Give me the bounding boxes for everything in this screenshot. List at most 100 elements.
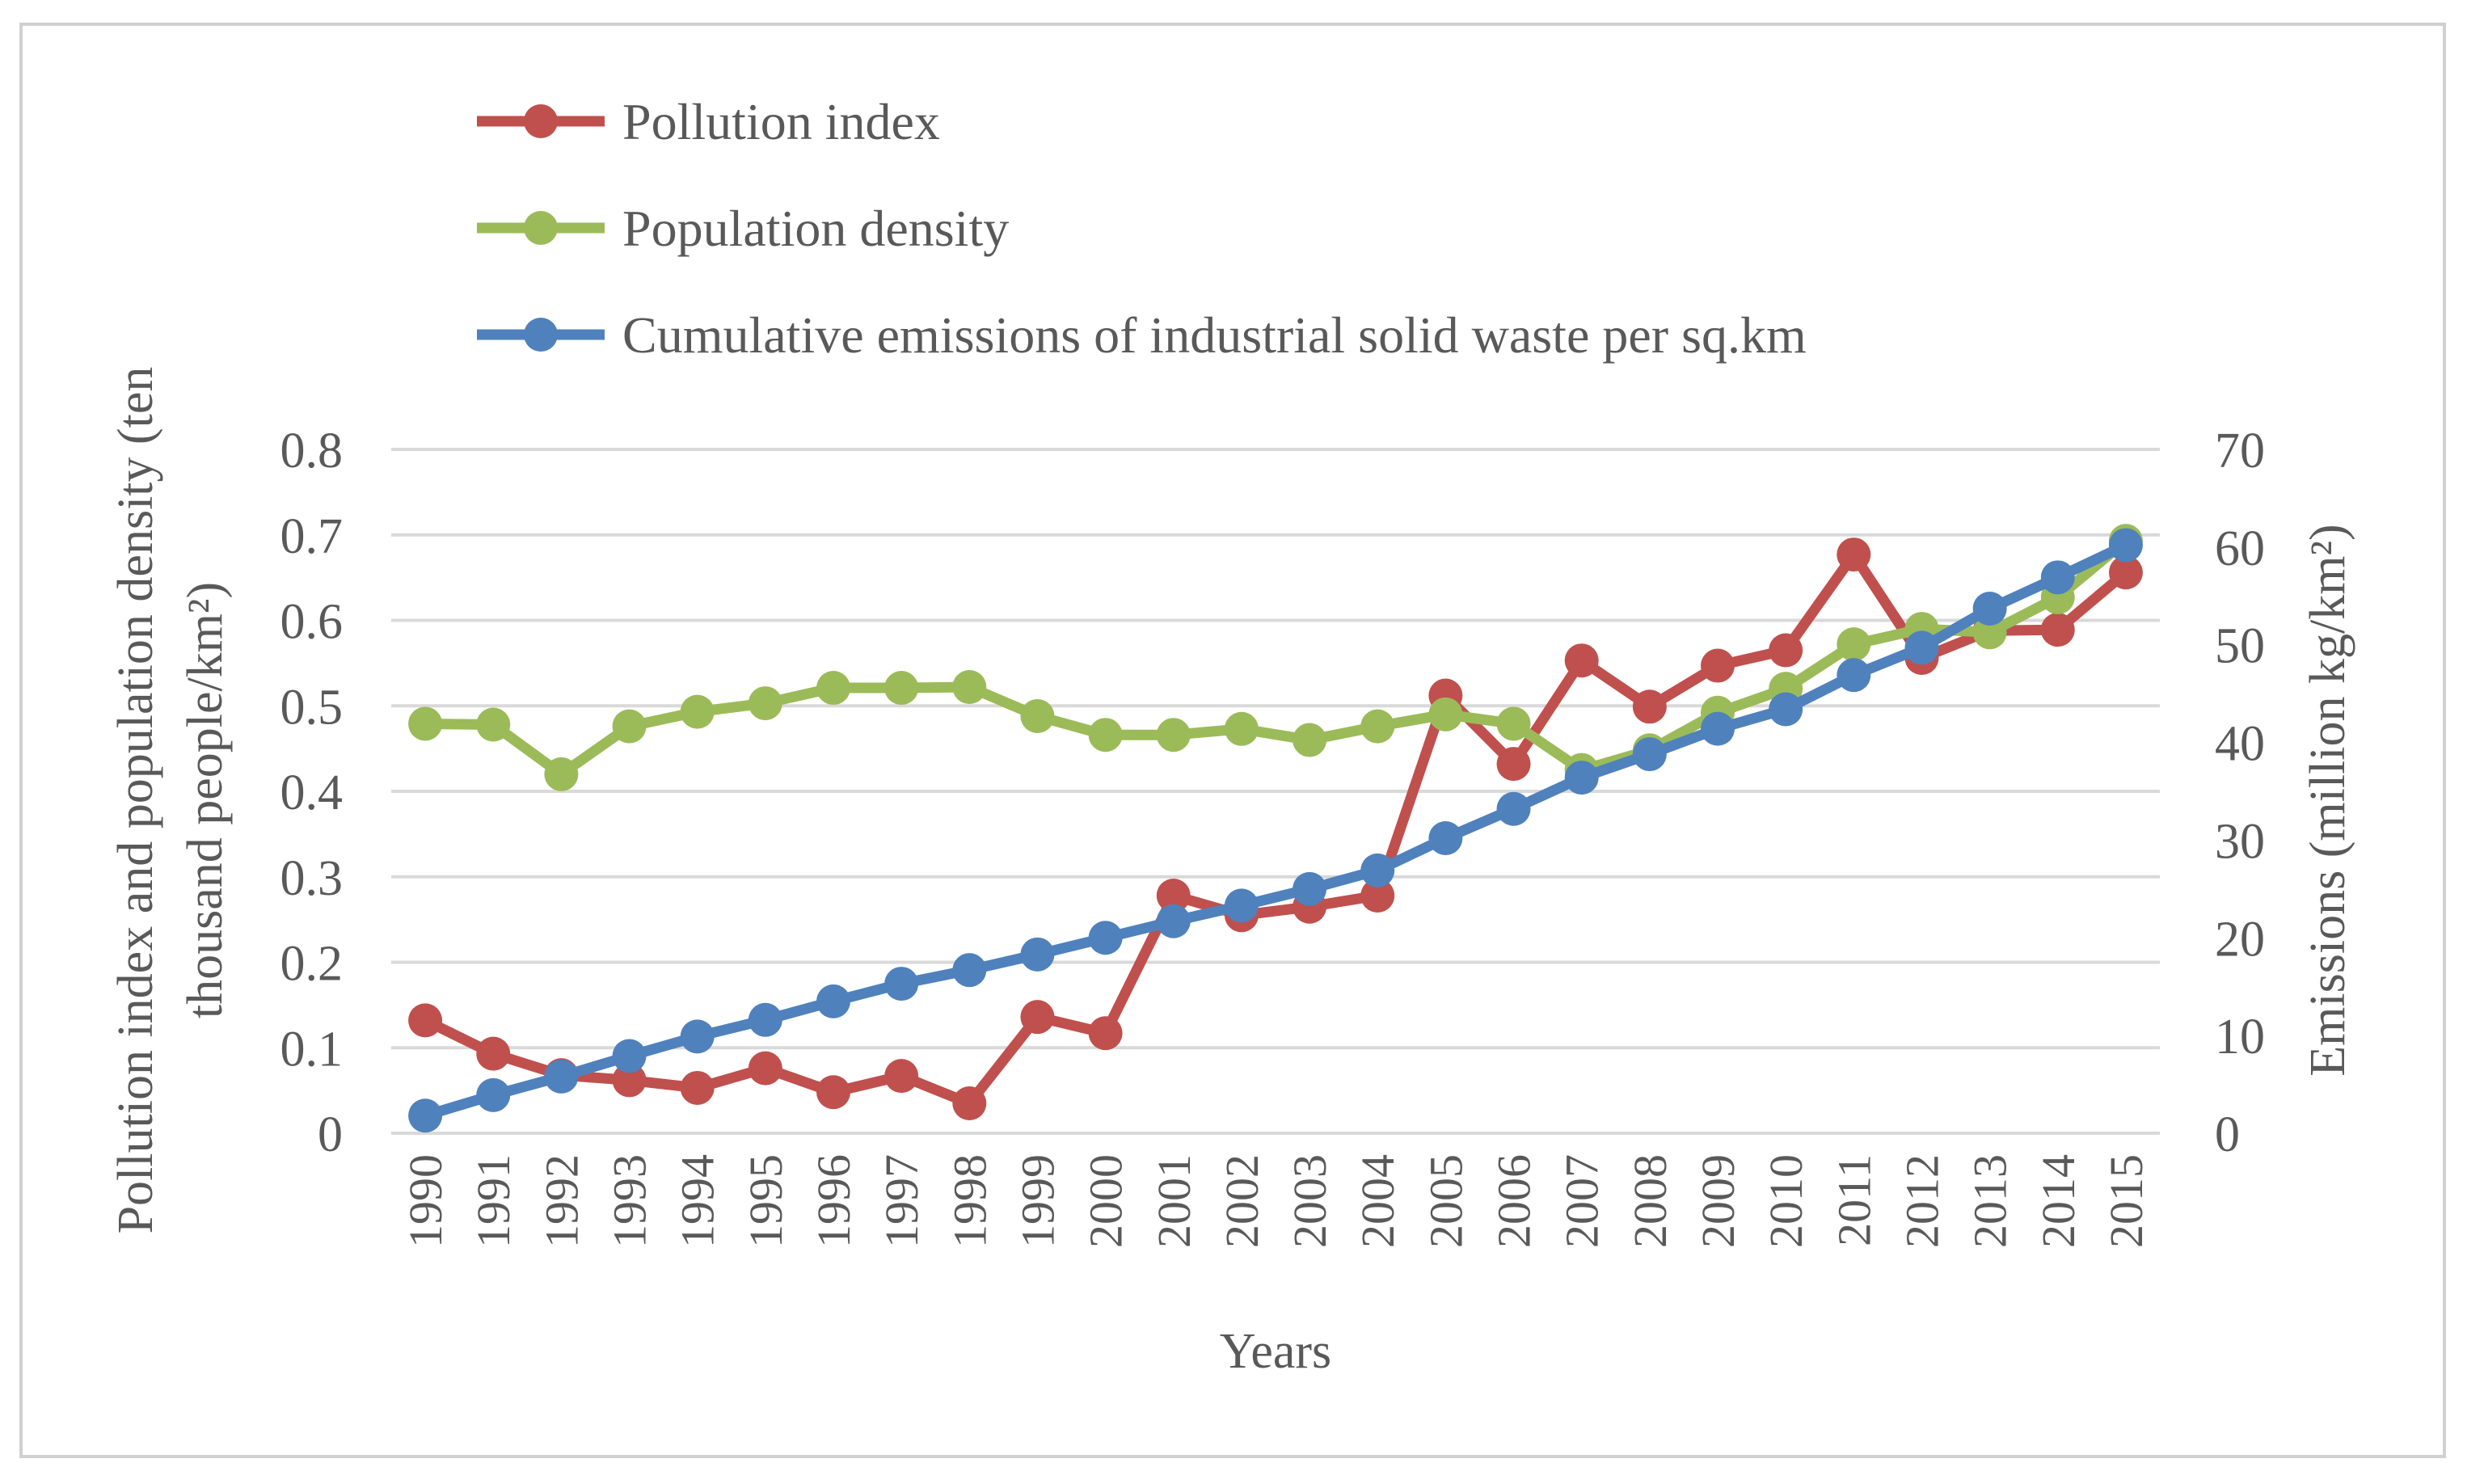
x-tick-label: 2015 — [2100, 1154, 2153, 1248]
x-tick-label: 1993 — [604, 1154, 656, 1248]
x-tick-label: 2002 — [1216, 1154, 1268, 1248]
x-tick-label: 2013 — [1964, 1154, 2017, 1248]
data-point — [476, 1077, 511, 1112]
left-tick-label: 0.5 — [280, 680, 344, 735]
x-tick-label: 1995 — [740, 1154, 792, 1248]
data-point — [952, 1086, 987, 1120]
data-point — [1972, 615, 2007, 650]
left-tick-label: 0.4 — [280, 765, 344, 820]
x-tick-label: 1996 — [808, 1154, 860, 1248]
x-tick-label: 2009 — [1692, 1154, 1744, 1248]
data-point — [1293, 871, 1327, 906]
data-point — [1972, 591, 2007, 626]
x-tick-label: 1997 — [875, 1154, 928, 1248]
data-point — [2040, 613, 2075, 647]
left-axis-label-line2: thousand people/km²) — [178, 582, 233, 1018]
left-tick-label: 0.3 — [280, 851, 344, 906]
x-tick-label: 2010 — [1760, 1154, 1812, 1248]
x-tick-label: 2004 — [1352, 1154, 1404, 1248]
data-point — [748, 1051, 782, 1086]
data-point — [1020, 698, 1055, 733]
x-tick-label: 2007 — [1556, 1154, 1609, 1248]
data-point — [748, 686, 782, 721]
data-point — [1088, 1016, 1123, 1051]
data-point — [1564, 643, 1599, 678]
left-tick-label: 0.2 — [280, 937, 344, 992]
legend-item: Cumulative emissions of industrial solid… — [477, 306, 1807, 364]
data-point — [952, 953, 987, 988]
data-point — [1428, 821, 1463, 856]
right-axis-label: Emissions (million kg/km²) — [2300, 524, 2355, 1076]
data-point — [816, 984, 850, 1018]
data-point — [680, 694, 715, 729]
right-tick-label: 70 — [2215, 424, 2265, 479]
x-tick-label: 2006 — [1488, 1154, 1541, 1248]
x-tick-label: 2003 — [1284, 1154, 1336, 1248]
data-point — [1837, 658, 1871, 693]
data-point — [1632, 737, 1667, 772]
data-point — [1360, 879, 1395, 913]
x-tick-label: 1998 — [943, 1154, 996, 1248]
data-point — [816, 1075, 850, 1110]
data-point — [1156, 718, 1191, 753]
right-tick-label: 60 — [2215, 521, 2265, 576]
data-point — [1904, 630, 1939, 665]
series-pollution-index — [408, 538, 2143, 1120]
legend-label: Pollution index — [622, 93, 940, 150]
left-axis-label-line1: Pollution index and population density (… — [108, 367, 163, 1234]
legend-item: Pollution index — [477, 93, 940, 150]
data-point — [680, 1070, 715, 1105]
data-point — [408, 1098, 443, 1133]
left-tick-label: 0 — [318, 1107, 343, 1162]
left-tick-label: 0.6 — [280, 595, 344, 650]
right-axis-ticks: 0 10 20 30 40 50 60 70 — [2215, 424, 2265, 1162]
series-cumulative-emissions-of-industrial-solid-waste-per-sq-km — [408, 528, 2143, 1133]
legend-swatch-marker — [524, 318, 558, 352]
data-point — [2040, 560, 2075, 595]
data-point — [476, 707, 511, 742]
left-tick-label: 0.7 — [280, 509, 344, 564]
data-point — [408, 706, 443, 741]
data-point — [1496, 706, 1531, 741]
data-point — [1428, 697, 1463, 731]
legend-label: Cumulative emissions of industrial solid… — [622, 306, 1807, 364]
left-tick-label: 0.1 — [280, 1022, 344, 1077]
legend-swatch-marker — [524, 211, 558, 245]
data-point — [1701, 711, 1735, 746]
data-point — [1360, 709, 1395, 744]
data-point — [612, 1039, 647, 1073]
x-tick-label: 1992 — [535, 1154, 588, 1248]
data-point — [1156, 879, 1191, 913]
series-population-density — [408, 524, 2143, 791]
right-tick-label: 30 — [2215, 814, 2265, 869]
x-tick-label: 2008 — [1624, 1154, 1676, 1248]
data-point — [544, 757, 579, 791]
data-point — [2108, 555, 2143, 590]
data-point — [1632, 689, 1667, 724]
right-tick-label: 10 — [2215, 1010, 2265, 1065]
data-point — [1769, 633, 1803, 668]
data-point — [1020, 1000, 1055, 1035]
right-tick-label: 50 — [2215, 619, 2265, 674]
data-point — [1293, 723, 1327, 757]
x-tick-label: 2005 — [1419, 1154, 1472, 1248]
data-point — [544, 1059, 579, 1094]
legend-item: Population density — [477, 200, 1009, 257]
series-line — [424, 540, 2128, 1121]
data-point — [884, 967, 919, 1001]
right-tick-label: 20 — [2215, 912, 2265, 967]
data-point — [884, 671, 919, 706]
data-point — [884, 1059, 919, 1094]
x-tick-label: 1999 — [1011, 1154, 1064, 1248]
x-tick-label: 2012 — [1896, 1154, 1948, 1248]
left-axis-label: Pollution index and population density (… — [108, 367, 233, 1234]
data-point — [1224, 711, 1259, 746]
legend-label: Population density — [622, 200, 1009, 257]
data-point — [1360, 853, 1395, 887]
x-tick-label: 2000 — [1080, 1154, 1132, 1248]
legend: Pollution index Population density Cumulat… — [477, 93, 1807, 364]
x-tick-label: 2011 — [1828, 1154, 1880, 1246]
data-point — [408, 1003, 443, 1038]
data-point — [1088, 718, 1123, 753]
